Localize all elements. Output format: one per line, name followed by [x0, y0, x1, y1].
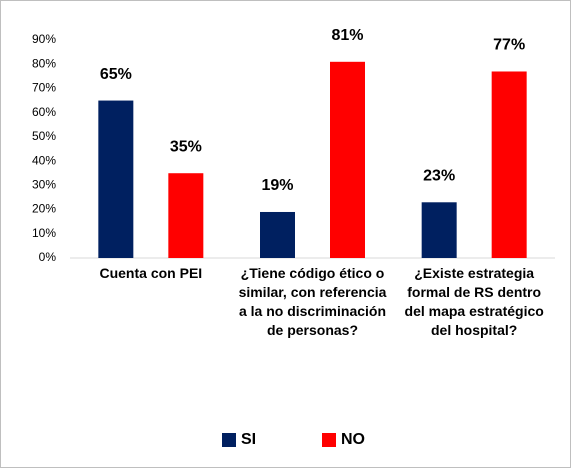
data-label: 81%	[331, 27, 363, 44]
y-tick-label: 90%	[32, 32, 56, 46]
data-label: 23%	[423, 168, 455, 185]
bar	[260, 211, 295, 258]
legend-swatch	[222, 433, 236, 447]
bar	[98, 100, 134, 258]
y-tick-label: 20%	[32, 202, 56, 216]
y-tick-label: 0%	[39, 250, 57, 264]
x-tick-label: ¿Tiene código ético o similar, con refer…	[238, 265, 387, 338]
legend-label: NO	[341, 431, 365, 448]
y-tick-label: 30%	[32, 178, 56, 192]
y-tick-label: 50%	[32, 129, 56, 143]
data-label: 65%	[100, 66, 132, 83]
data-label: 77%	[493, 37, 525, 54]
legend-label: SI	[241, 431, 256, 448]
bar	[330, 61, 365, 258]
data-label: 19%	[261, 177, 293, 194]
x-tick-label: Cuenta con PEI	[99, 265, 203, 281]
bar	[421, 202, 457, 258]
y-tick-label: 10%	[32, 226, 56, 240]
legend-swatch	[322, 433, 336, 447]
bar	[491, 71, 527, 258]
y-tick-label: 40%	[32, 153, 56, 167]
bar	[168, 173, 204, 258]
y-tick-label: 60%	[32, 105, 56, 119]
y-tick-label: 80%	[32, 56, 56, 70]
data-label: 35%	[170, 138, 202, 155]
x-tick-label: ¿Existe estrategia formal de RS dentro d…	[404, 265, 544, 338]
y-tick-label: 70%	[32, 81, 56, 95]
